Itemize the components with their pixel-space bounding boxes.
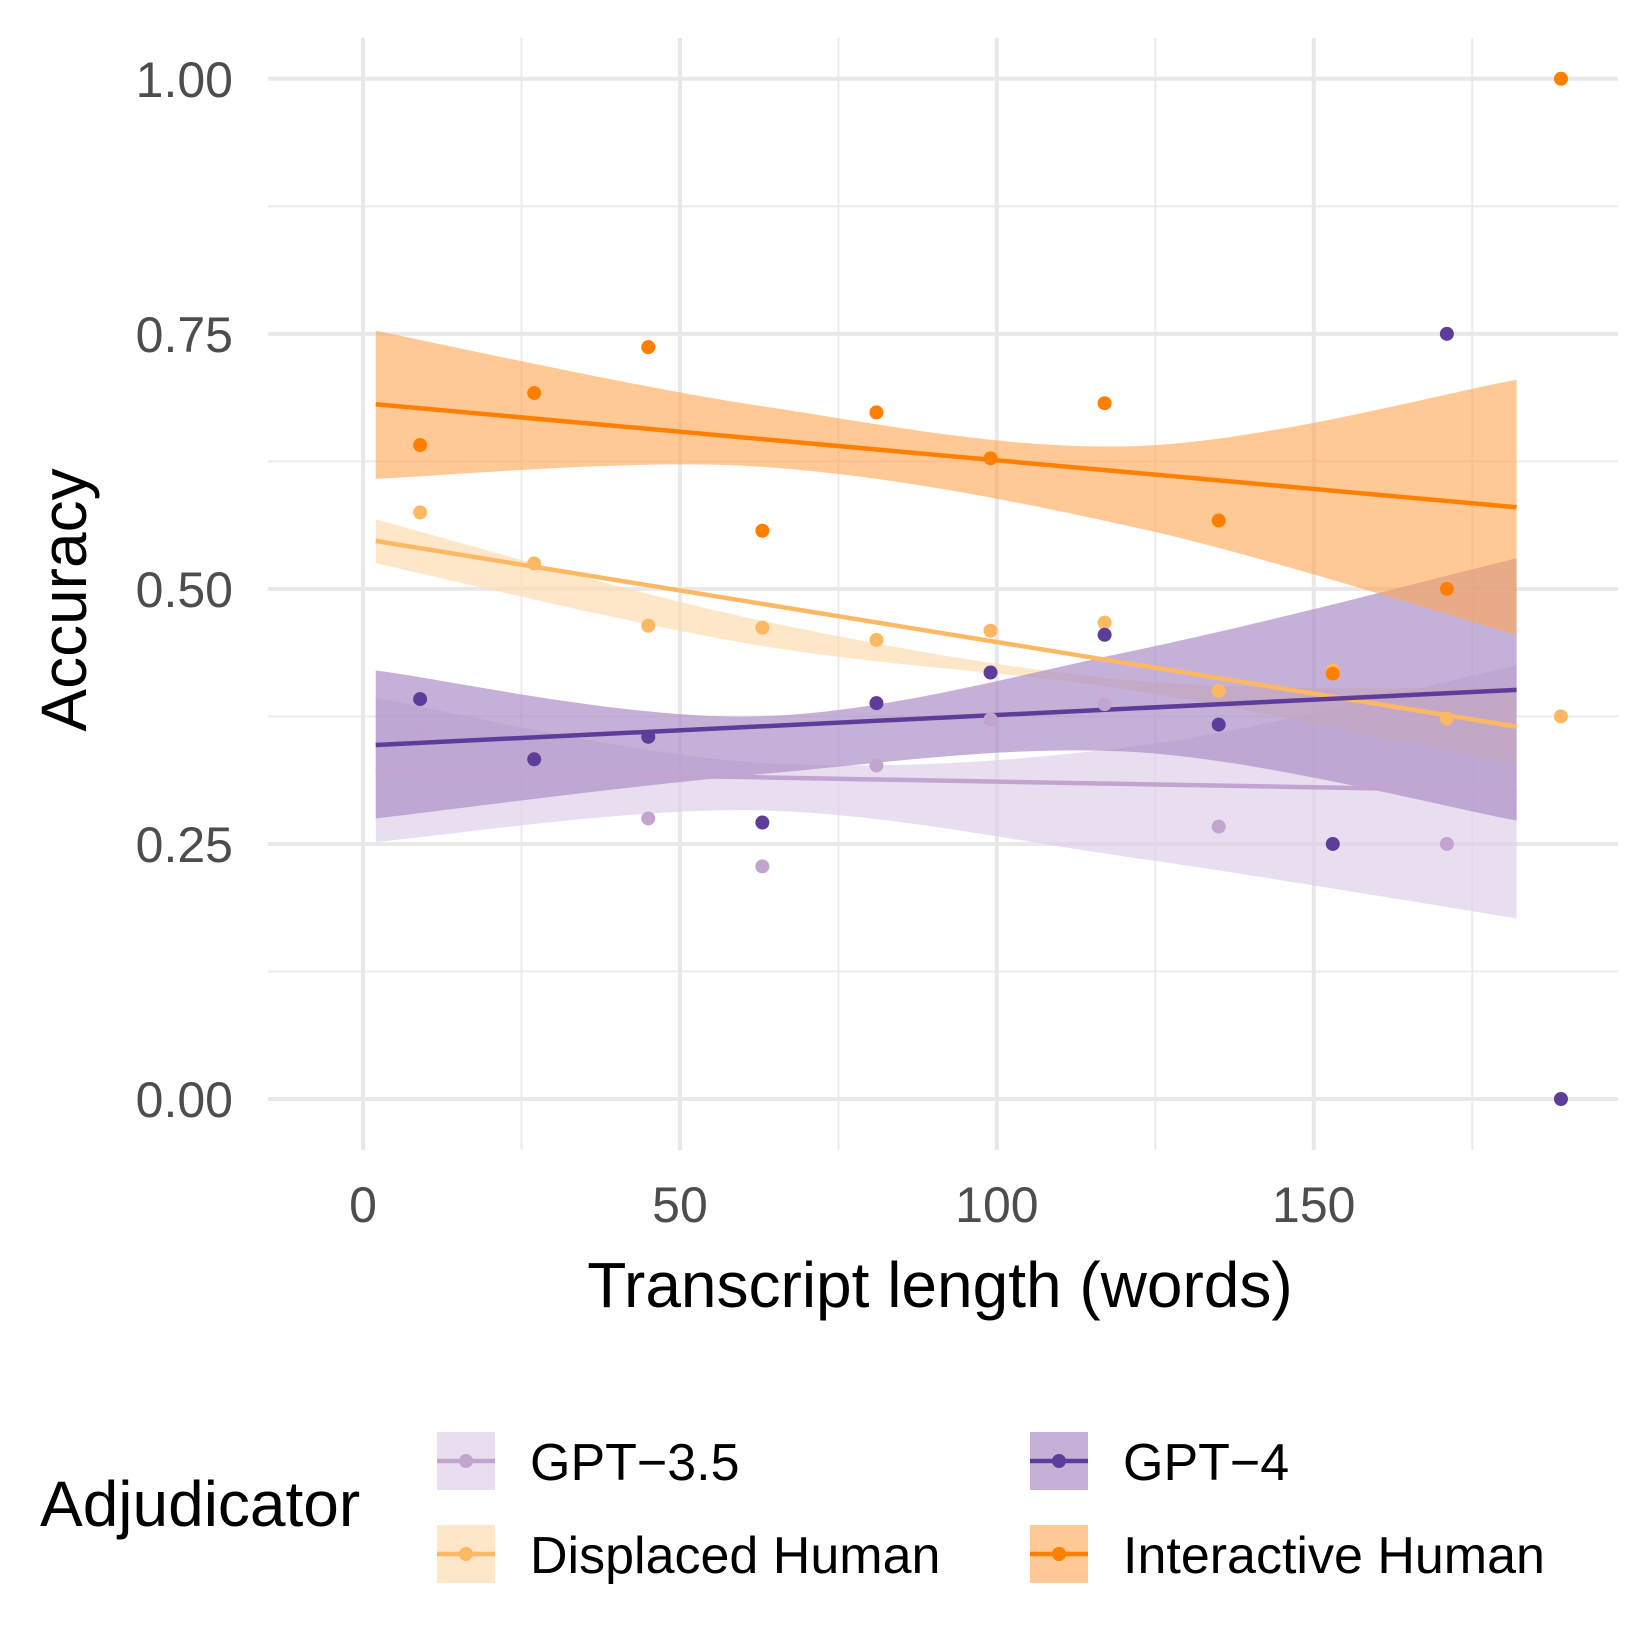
point-gpt-4 [983,665,998,680]
point-gpt-4 [1211,717,1226,732]
legend-label-gpt-3-5: GPT−3.5 [530,1434,740,1492]
point-displaced-human [527,556,542,571]
fit-line-displaced-human [375,538,1517,729]
legend: Adjudicator GPT−3.5 Displaced Human GPT−4 I… [40,1432,1545,1585]
point-interactive-human [1211,513,1226,528]
legend-item-displaced-human: Displaced Human [437,1525,940,1585]
point-gpt-3-5 [1439,836,1454,851]
point-interactive-human [1439,581,1454,596]
legend-key-point-gpt-3-5 [459,1454,473,1468]
y-tick-label: 0.00 [136,1072,233,1128]
y-tick-label: 0.75 [136,307,233,363]
point-gpt-4 [1097,627,1112,642]
band-gpt-4 [375,558,1517,821]
x-tick-label: 100 [955,1177,1038,1233]
point-displaced-human [869,632,884,647]
point-gpt-4 [755,815,770,830]
legend-key-point-interactive-human [1052,1547,1066,1561]
fit-line-gpt-4 [375,687,1517,748]
y-tick-label: 0.50 [136,562,233,618]
point-interactive-human [755,523,770,538]
legend-item-gpt-3-5: GPT−3.5 [437,1432,740,1492]
point-displaced-human [413,505,428,520]
tick-labels: 0 50 100 150 0.00 0.25 0.50 0.75 1.00 [136,52,1356,1233]
y-tick-label: 1.00 [136,52,233,108]
point-gpt-3-5 [641,811,656,826]
point-interactive-human [527,386,542,401]
point-displaced-human [1211,683,1226,698]
point-gpt-3-5 [1097,697,1112,712]
point-gpt-3-5 [1211,819,1226,834]
x-axis-title: Transcript length (words) [587,1249,1292,1321]
point-displaced-human [755,620,770,635]
fit-line-gpt-3-5 [375,768,1517,794]
point-gpt-3-5 [413,724,428,739]
point-displaced-human [1097,615,1112,630]
fit-lines [375,402,1517,794]
legend-label-displaced-human: Displaced Human [530,1527,940,1585]
point-displaced-human [983,623,998,638]
point-displaced-human [1553,709,1568,724]
fit-line-interactive-human [375,402,1517,510]
legend-title: Adjudicator [40,1468,360,1540]
point-gpt-3-5 [755,859,770,874]
point-gpt-4 [413,692,428,707]
x-tick-label: 0 [349,1177,377,1233]
y-axis-title: Accuracy [28,468,100,731]
point-gpt-4 [1439,326,1454,341]
point-gpt-4 [1553,1091,1568,1106]
x-tick-label: 50 [652,1177,708,1233]
point-interactive-human [1325,666,1340,681]
legend-item-gpt-4: GPT−4 [1030,1432,1289,1492]
point-gpt-4 [869,696,884,711]
point-gpt-4 [527,752,542,767]
point-displaced-human [1439,711,1454,726]
point-displaced-human [641,618,656,633]
point-interactive-human [641,340,656,355]
band-gpt-3-5 [375,665,1517,919]
y-tick-label: 0.25 [136,817,233,873]
legend-key-point-displaced-human [459,1547,473,1561]
point-interactive-human [869,405,884,420]
legend-label-gpt-4: GPT−4 [1123,1434,1289,1492]
point-gpt-3-5 [983,712,998,727]
legend-item-interactive-human: Interactive Human [1030,1525,1545,1585]
point-gpt-3-5 [869,758,884,773]
point-gpt-4 [641,729,656,744]
point-interactive-human [983,451,998,466]
x-tick-label: 150 [1272,1177,1355,1233]
point-interactive-human [1553,71,1568,86]
legend-key-point-gpt-4 [1052,1454,1066,1468]
data-points [413,71,1568,1106]
band-interactive-human [375,330,1517,635]
point-interactive-human [413,438,428,453]
point-interactive-human [1097,396,1112,411]
legend-label-interactive-human: Interactive Human [1123,1527,1545,1585]
point-gpt-4 [1325,836,1340,851]
